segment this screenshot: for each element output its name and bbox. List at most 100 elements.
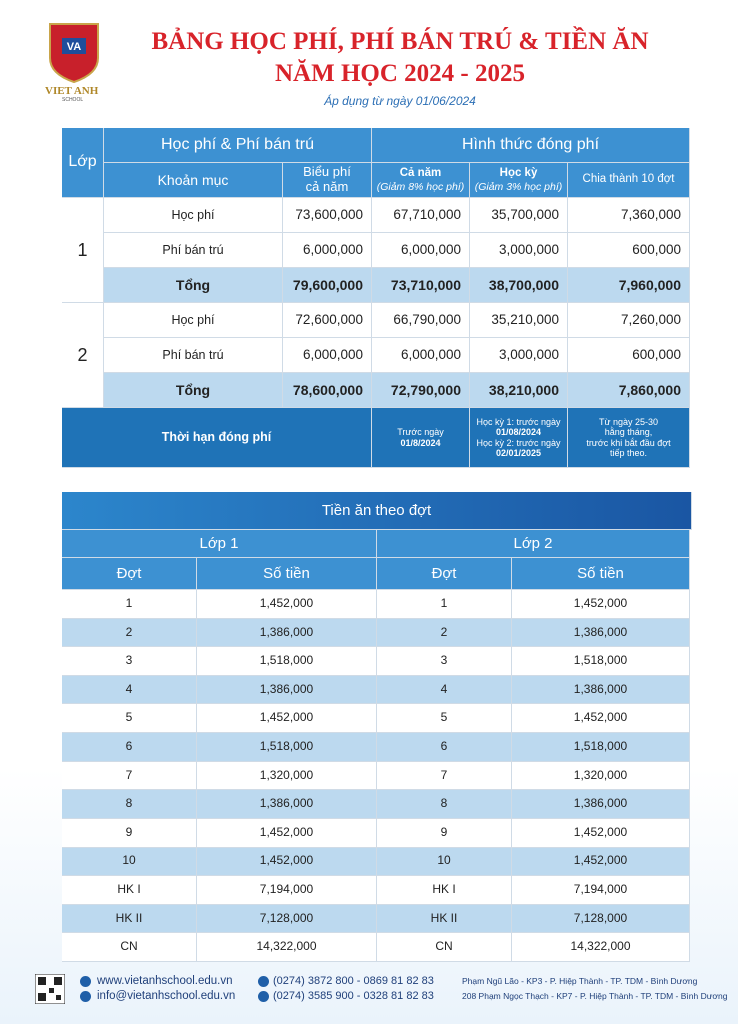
meal-cell: 1,452,000 xyxy=(512,847,690,877)
meal-cell: 9 xyxy=(62,818,197,848)
fee-cell: 6,000,000 xyxy=(372,233,470,268)
fee-cell: 3,000,000 xyxy=(470,338,568,373)
cell-text: Biểu phí xyxy=(303,164,351,180)
header-cell: Học phí & Phí bán trú xyxy=(104,128,372,163)
meal-cell: 1,452,000 xyxy=(197,818,377,848)
cell-text: 1,452,000 xyxy=(573,824,628,839)
grade-cell: 1 xyxy=(62,198,104,303)
cell-text: Khoản mục xyxy=(157,171,229,188)
column-header: Khoản mục xyxy=(104,163,283,198)
cell-text: 7,360,000 xyxy=(620,207,681,223)
column-header: Chia thành 10 đợt xyxy=(568,163,690,198)
column-header: Đợt xyxy=(377,558,512,590)
cell-text: HK I xyxy=(117,882,141,897)
cell-text: 2 xyxy=(125,624,133,639)
fee-cell: 600,000 xyxy=(568,338,690,373)
fee-cell: 78,600,000 xyxy=(283,373,372,408)
meal-cell: 5 xyxy=(377,704,512,734)
meal-cell: 10 xyxy=(377,847,512,877)
cell-text: hằng tháng, xyxy=(604,427,653,438)
title: BẢNG HỌC PHÍ, PHÍ BÁN TRÚ & TIỀN ĂN xyxy=(151,28,649,55)
cell-text: 2 xyxy=(77,344,88,365)
cell-text: 3 xyxy=(440,653,448,668)
cell-text: CN xyxy=(435,939,453,954)
cell-text: 67,710,000 xyxy=(393,207,461,223)
fee-cell: 7,260,000 xyxy=(568,303,690,338)
cell-text: 6,000,000 xyxy=(400,242,461,258)
cell-text: 38,210,000 xyxy=(488,381,559,398)
meal-cell: HK II xyxy=(62,904,197,934)
meal-cell: 1,320,000 xyxy=(197,761,377,791)
cell-text: 5 xyxy=(125,710,133,725)
meal-cell: 2 xyxy=(377,618,512,648)
cell-text: cả năm xyxy=(305,179,349,194)
cell-text: Đợt xyxy=(116,564,142,582)
meal-cell: 1,518,000 xyxy=(197,647,377,676)
cell-text: 1,452,000 xyxy=(573,853,628,868)
meal-title: Tiền ăn theo đợt xyxy=(62,492,692,530)
meal-cell: 1 xyxy=(377,590,512,619)
cell-text: 38,700,000 xyxy=(488,276,559,293)
fee-cell: 7,860,000 xyxy=(568,373,690,408)
meal-cell: 1,320,000 xyxy=(512,761,690,791)
deadline-cell: Trước ngày 01/8/2024 xyxy=(372,408,470,468)
meal-cell: 5 xyxy=(62,704,197,734)
fee-cell: 7,960,000 xyxy=(568,268,690,303)
cell-text: Thời hạn đóng phí xyxy=(161,430,272,445)
cell-text: 1,386,000 xyxy=(259,796,314,811)
cell-text: 1,320,000 xyxy=(573,767,628,782)
cell-text: 6 xyxy=(125,738,133,753)
column-header: Số tiền xyxy=(197,558,377,590)
fee-cell: Học phí xyxy=(104,303,283,338)
cell-text: 1,452,000 xyxy=(573,595,628,610)
meal-cell: 1,518,000 xyxy=(197,733,377,762)
cell-text: Lớp 1 xyxy=(199,534,239,552)
cell-text: Lớp 2 xyxy=(513,534,553,552)
meal-cell: CN xyxy=(62,933,197,962)
fee-cell: 7,360,000 xyxy=(568,198,690,233)
cell-text: 1,452,000 xyxy=(573,710,628,725)
cell-text: 10 xyxy=(437,853,451,868)
title: NĂM HỌC 2024 - 2025 xyxy=(275,60,525,87)
cell-text: Số tiền xyxy=(577,564,624,582)
cell-text: 6,000,000 xyxy=(400,347,461,363)
header-cell: Lớp xyxy=(62,128,104,198)
meal-cell: 7,128,000 xyxy=(512,904,690,934)
meal-cell: 1,452,000 xyxy=(512,590,690,619)
cell-text: Phí bán trú xyxy=(162,347,224,362)
cell-text: Hình thức đóng phí xyxy=(461,135,600,153)
fee-cell: 38,210,000 xyxy=(470,373,568,408)
cell-text: 10 xyxy=(122,853,136,868)
meal-cell: 3 xyxy=(62,647,197,676)
cell-text: 7 xyxy=(125,767,133,782)
cell-text: 02/01/2025 xyxy=(495,447,542,458)
cell-text: 7,960,000 xyxy=(618,276,681,293)
cell-text: Tiền ăn theo đợt xyxy=(321,501,432,519)
cell-text: 1,518,000 xyxy=(573,738,628,753)
meal-cell: 4 xyxy=(377,675,512,705)
cell-text: 14,322,000 xyxy=(570,939,631,954)
cell-text: 7 xyxy=(440,767,448,782)
fee-cell: 600,000 xyxy=(568,233,690,268)
cell-text: 72,790,000 xyxy=(390,381,461,398)
icon xyxy=(80,976,91,987)
email: info@vietanhschool.edu.vn xyxy=(97,990,236,1002)
cell-text: 73,710,000 xyxy=(390,276,461,293)
cell-text: 2 xyxy=(440,624,448,639)
cell-text: Đợt xyxy=(431,564,457,582)
cell-text: 4 xyxy=(125,681,133,696)
cell-text: trước khi bắt đầu đợt xyxy=(586,437,671,448)
logo: VA xyxy=(49,23,99,84)
meal-cell: 1,452,000 xyxy=(512,704,690,734)
cell-text: Cả năm xyxy=(399,167,442,180)
meal-cell: 2 xyxy=(62,618,197,648)
cell-text: Trước ngày xyxy=(397,427,444,438)
cell-text: Tổng xyxy=(175,276,211,293)
meal-cell: 4 xyxy=(62,675,197,705)
fee-cell: 6,000,000 xyxy=(372,338,470,373)
cell-text: Tổng xyxy=(175,381,211,398)
cell-text: Từ ngày 25-30 xyxy=(598,416,659,427)
cell-text: tiếp theo. xyxy=(609,447,648,458)
website: www.vietanhschool.edu.vn xyxy=(97,975,233,987)
